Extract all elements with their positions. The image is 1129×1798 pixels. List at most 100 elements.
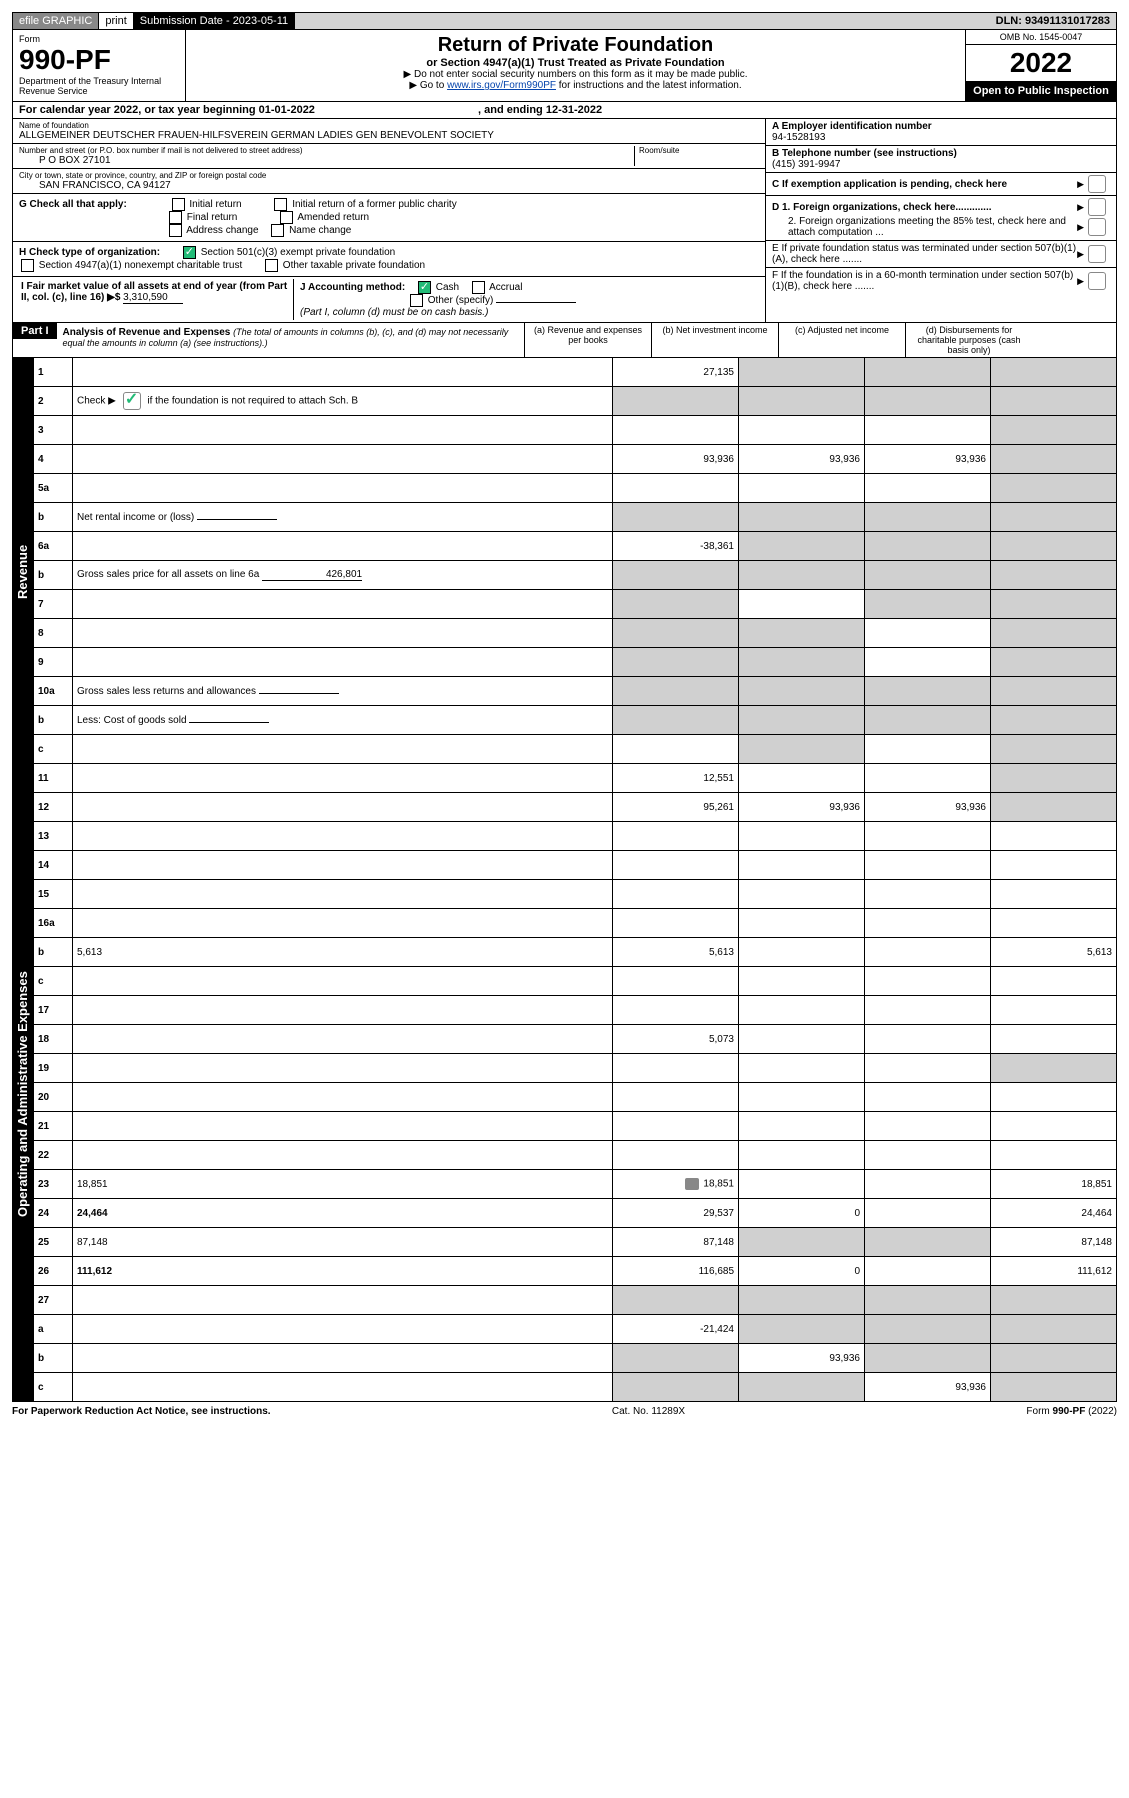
- footer-left: For Paperwork Reduction Act Notice, see …: [12, 1406, 271, 1417]
- chk-4947[interactable]: [21, 259, 34, 272]
- main-table-wrap: Revenue Operating and Administrative Exp…: [12, 358, 1117, 1402]
- chk-initial-former[interactable]: [274, 198, 287, 211]
- part1-header-row: Part I Analysis of Revenue and Expenses …: [12, 323, 1117, 358]
- chk-cash[interactable]: [418, 281, 431, 294]
- instr-pre: ▶ Go to: [409, 80, 447, 91]
- j-other: Other (specify): [428, 295, 494, 306]
- chk-final-return[interactable]: [169, 211, 182, 224]
- efile-button[interactable]: efile GRAPHIC: [13, 13, 99, 29]
- j-note: (Part I, column (d) must be on cash basi…: [300, 307, 488, 318]
- form-title: Return of Private Foundation: [192, 34, 959, 57]
- table-row: 26111,612116,6850111,612: [34, 1257, 1117, 1286]
- chk-schb[interactable]: [123, 392, 141, 410]
- footer-center: Cat. No. 11289X: [612, 1406, 685, 1417]
- chk-name-change[interactable]: [271, 224, 284, 237]
- fmv-value: 3,310,590: [123, 292, 183, 304]
- table-row: bLess: Cost of goods sold: [34, 706, 1117, 735]
- footer-right: Form 990-PF (2022): [1026, 1406, 1117, 1417]
- d1-label: D 1. Foreign organizations, check here..…: [772, 202, 1077, 213]
- section-h: H Check type of organization: Section 50…: [13, 242, 765, 277]
- chk-amended[interactable]: [280, 211, 293, 224]
- table-row: 2424,46429,537024,464: [34, 1199, 1117, 1228]
- table-row: c: [34, 967, 1117, 996]
- foundation-address: P O BOX 27101: [19, 155, 634, 166]
- ein-value: 94-1528193: [772, 132, 1110, 143]
- form-subtitle: or Section 4947(a)(1) Trust Treated as P…: [192, 57, 959, 69]
- city-label: City or town, state or province, country…: [19, 171, 759, 180]
- foundation-city: SAN FRANCISCO, CA 94127: [19, 180, 759, 191]
- chk-address-change[interactable]: [169, 224, 182, 237]
- opt-0: Initial return: [189, 199, 241, 210]
- table-row: 10aGross sales less returns and allowanc…: [34, 677, 1117, 706]
- form-label: Form: [19, 34, 179, 44]
- table-row: 19: [34, 1054, 1117, 1083]
- print-button[interactable]: print: [99, 13, 133, 29]
- col-c-head: (c) Adjusted net income: [778, 323, 905, 357]
- col-b-head: (b) Net investment income: [651, 323, 778, 357]
- table-row: 3: [34, 416, 1117, 445]
- table-row: a-21,424: [34, 1315, 1117, 1344]
- table-row: 8: [34, 619, 1117, 648]
- chk-d2[interactable]: [1088, 218, 1106, 236]
- table-row: 5a: [34, 474, 1117, 503]
- table-row: 2587,14887,14887,148: [34, 1228, 1117, 1257]
- section-g: G Check all that apply: Initial return I…: [13, 194, 765, 242]
- d2-label: 2. Foreign organizations meeting the 85%…: [772, 216, 1077, 238]
- opt-4: Address change: [186, 225, 258, 236]
- e-label: E If private foundation status was termi…: [772, 243, 1077, 265]
- opt-5: Name change: [289, 225, 351, 236]
- form-header: Form 990-PF Department of the Treasury I…: [12, 30, 1117, 102]
- irs-link[interactable]: www.irs.gov/Form990PF: [447, 80, 556, 91]
- calendar-year-row: For calendar year 2022, or tax year begi…: [12, 102, 1117, 119]
- j-label: J Accounting method:: [300, 282, 405, 293]
- table-row: 14: [34, 851, 1117, 880]
- foundation-name: ALLGEMEINER DEUTSCHER FRAUEN-HILFSVEREIN…: [19, 130, 759, 141]
- table-row: 17: [34, 996, 1117, 1025]
- chk-f[interactable]: [1088, 272, 1106, 290]
- chk-other-method[interactable]: [410, 294, 423, 307]
- col-d-head: (d) Disbursements for charitable purpose…: [905, 323, 1032, 357]
- j-cash: Cash: [436, 282, 459, 293]
- open-inspection: Open to Public Inspection: [966, 81, 1116, 101]
- chk-c[interactable]: [1088, 175, 1106, 193]
- name-label: Name of foundation: [19, 121, 759, 130]
- submission-date: Submission Date - 2023-05-11: [134, 13, 295, 29]
- table-row: 1112,551: [34, 764, 1117, 793]
- addr-label: Number and street (or P.O. box number if…: [19, 146, 634, 155]
- chk-501c3[interactable]: [183, 246, 196, 259]
- table-row: 9: [34, 648, 1117, 677]
- chk-e[interactable]: [1088, 245, 1106, 263]
- table-row: 2Check ▶ if the foundation is not requir…: [34, 387, 1117, 416]
- table-row: 185,073: [34, 1025, 1117, 1054]
- table-row: 493,93693,93693,936: [34, 445, 1117, 474]
- h3: Other taxable private foundation: [283, 260, 425, 271]
- chk-d1[interactable]: [1088, 198, 1106, 216]
- attachment-icon[interactable]: [685, 1178, 699, 1190]
- table-row: 7: [34, 590, 1117, 619]
- chk-initial-return[interactable]: [172, 198, 185, 211]
- opt-2: Final return: [187, 212, 238, 223]
- table-row: 27: [34, 1286, 1117, 1315]
- part1-label: Part I: [13, 323, 57, 339]
- arrow-icon: [1077, 222, 1084, 233]
- g-label: G Check all that apply:: [19, 199, 127, 210]
- table-row: bNet rental income or (loss): [34, 503, 1117, 532]
- page-footer: For Paperwork Reduction Act Notice, see …: [12, 1402, 1117, 1421]
- chk-other-taxable[interactable]: [265, 259, 278, 272]
- ein-label: A Employer identification number: [772, 121, 1110, 132]
- instruction-1: ▶ Do not enter social security numbers o…: [192, 69, 959, 80]
- arrow-icon: [1077, 202, 1084, 213]
- table-row: c: [34, 735, 1117, 764]
- arrow-icon: [1077, 276, 1084, 287]
- table-row: 16a: [34, 909, 1117, 938]
- instruction-2: ▶ Go to www.irs.gov/Form990PF for instru…: [192, 80, 959, 91]
- main-table: 127,1352Check ▶ if the foundation is not…: [33, 358, 1117, 1402]
- chk-accrual[interactable]: [472, 281, 485, 294]
- table-row: 20: [34, 1083, 1117, 1112]
- arrow-icon: [1077, 179, 1084, 190]
- table-row: 127,135: [34, 358, 1117, 387]
- arrow-icon: [1077, 249, 1084, 260]
- table-row: bGross sales price for all assets on lin…: [34, 561, 1117, 590]
- cal-pre: For calendar year 2022, or tax year begi…: [19, 104, 259, 116]
- table-row: 1295,26193,93693,936: [34, 793, 1117, 822]
